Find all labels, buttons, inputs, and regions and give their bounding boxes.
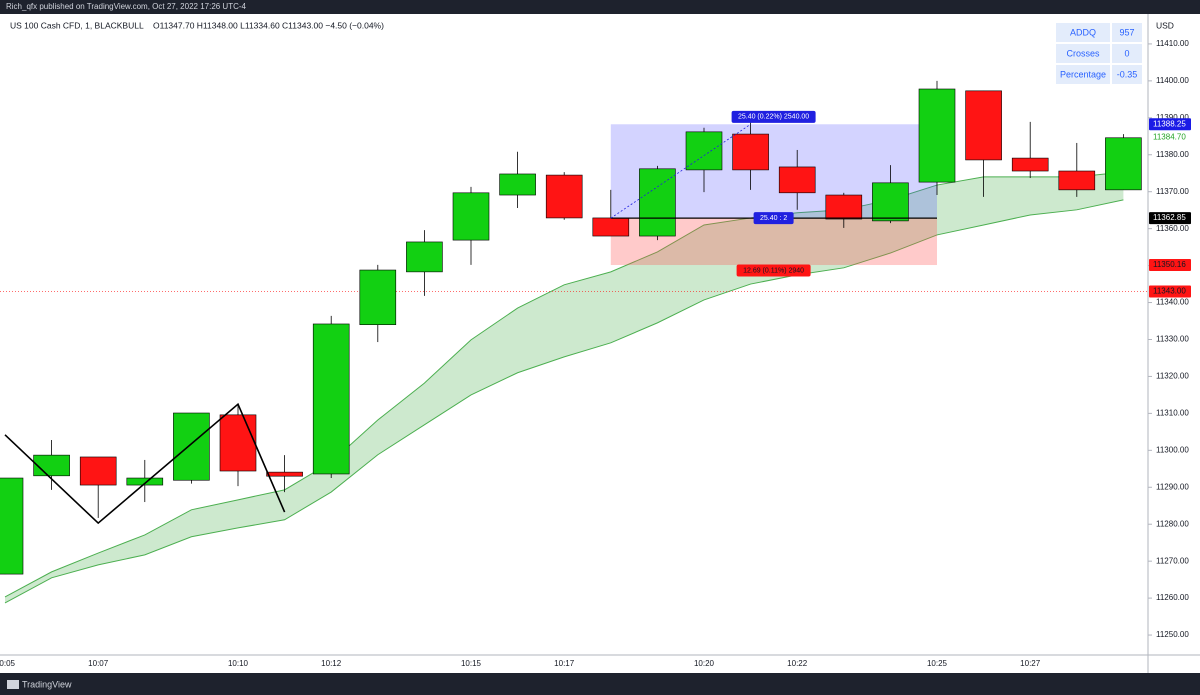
price-badge-label: 11388.25 <box>1153 119 1186 128</box>
candle-body <box>452 192 490 241</box>
price-badge <box>1149 131 1191 144</box>
x-tick-label: 10:12 <box>321 659 342 668</box>
cloud-lower <box>4 199 1124 604</box>
price-badge-label: 11343.00 <box>1153 287 1186 296</box>
price-badge-label: 11384.70 <box>1153 133 1186 142</box>
position-label-bg <box>753 212 794 225</box>
y-tick-label: 11250.00 <box>1156 630 1189 639</box>
overlay: 25.40 (0.22%) 2540.00 25.40 : 2 12.69 (0.1… <box>731 23 1191 298</box>
candle-body <box>592 217 630 237</box>
candle-body <box>126 477 164 486</box>
candle-body <box>778 166 816 194</box>
candle-body <box>33 454 70 477</box>
y-tick-label: 11280.00 <box>1156 519 1189 528</box>
candle-body <box>312 323 350 475</box>
logo <box>7 680 19 689</box>
plot <box>0 80 1148 604</box>
y-tick-label: 11260.00 <box>1156 593 1189 602</box>
position-label: 25.40 : 2 <box>760 215 787 222</box>
y-tick-label: 11300.00 <box>1156 445 1189 454</box>
candle-body <box>639 168 676 237</box>
cloud-area <box>5 172 1124 603</box>
candle-body <box>965 90 1002 161</box>
y-tick-label: 11370.00 <box>1156 187 1189 196</box>
candle-body <box>173 412 210 481</box>
zigzag-line <box>4 402 286 525</box>
x-tick-label: 10:17 <box>554 659 575 668</box>
top-bar <box>0 0 1200 14</box>
table-cell <box>1112 44 1142 63</box>
x-tick-label: 10:07 <box>88 659 109 668</box>
position-label-bg <box>731 110 816 123</box>
candle-body <box>79 456 117 486</box>
symbol-title: US 100 Cash CFD, 1, BLACKBULL <box>10 20 144 30</box>
candle-body <box>545 174 583 219</box>
table-value: 957 <box>1119 27 1134 37</box>
y-tick-label: 11390.00 <box>1156 113 1189 122</box>
y-tick-label: 11330.00 <box>1156 335 1189 344</box>
ohlc-legend: O11347.70 H11348.00 L11334.60 C11343.00 … <box>153 20 384 30</box>
x-tick-label: 10:20 <box>694 659 715 668</box>
price-badge <box>1149 259 1191 272</box>
price-badge <box>1149 118 1191 131</box>
y-tick-label: 11410.00 <box>1156 39 1189 48</box>
price-badge <box>1149 212 1191 225</box>
table-label: ADDQ <box>1070 27 1096 37</box>
price-badge-label: 11362.85 <box>1153 213 1186 222</box>
y-tick-label: 11320.00 <box>1156 372 1189 381</box>
table-label: Crosses <box>1066 48 1100 58</box>
y-tick-label: 11290.00 <box>1156 482 1189 491</box>
candle-body <box>825 194 863 220</box>
candle-body <box>266 471 303 477</box>
table-cell <box>1112 23 1142 42</box>
y-tick-label: 11400.00 <box>1156 76 1189 85</box>
publisher: Rich_qfx published on TradingView.com, O… <box>6 2 247 11</box>
candle-body <box>219 414 257 472</box>
position-label: 25.40 (0.22%) 2540.00 <box>738 114 809 121</box>
candle-body <box>1105 137 1142 191</box>
position-label-bg <box>736 264 811 277</box>
y-tick-label: 11270.00 <box>1156 556 1189 565</box>
table-cell <box>1056 23 1110 42</box>
x-tick-label: 10:15 <box>461 659 482 668</box>
table-value: 0 <box>1124 48 1129 58</box>
candle-body <box>406 241 443 273</box>
candle-body <box>1058 170 1096 191</box>
bottom-bar <box>0 673 1200 695</box>
candle-body <box>918 88 956 183</box>
price-badge <box>1149 285 1191 298</box>
y-tick-label: 11380.00 <box>1156 150 1189 159</box>
x-tick-label: 10:22 <box>787 659 808 668</box>
x-tick-label: 10:27 <box>1020 659 1041 668</box>
x-tick-label: 10:25 <box>927 659 948 668</box>
x-tick-label: 10:05 <box>0 659 16 668</box>
table-value: -0.35 <box>1117 69 1138 79</box>
candle-body <box>0 477 24 575</box>
price-badge-label: 11350.16 <box>1153 260 1186 269</box>
y-tick-label: 11310.00 <box>1156 408 1189 417</box>
currency: USD <box>1156 20 1174 30</box>
table-cell <box>1112 65 1142 84</box>
table-cell <box>1056 44 1110 63</box>
candle-body <box>359 269 397 326</box>
candle-body <box>872 182 909 222</box>
x-tick-label: 10:10 <box>228 659 249 668</box>
table-label: Percentage <box>1060 69 1106 79</box>
position-label: 12.69 (0.11%) 2940 <box>743 267 804 274</box>
trade-path <box>610 123 751 219</box>
table-cell <box>1056 65 1110 84</box>
candle-body <box>499 173 536 196</box>
candle-body <box>732 133 769 171</box>
y-tick-label: 11360.00 <box>1156 224 1189 233</box>
brand: TradingView <box>22 679 72 689</box>
y-tick-label: 11340.00 <box>1156 298 1189 307</box>
candle-body <box>1011 157 1049 172</box>
